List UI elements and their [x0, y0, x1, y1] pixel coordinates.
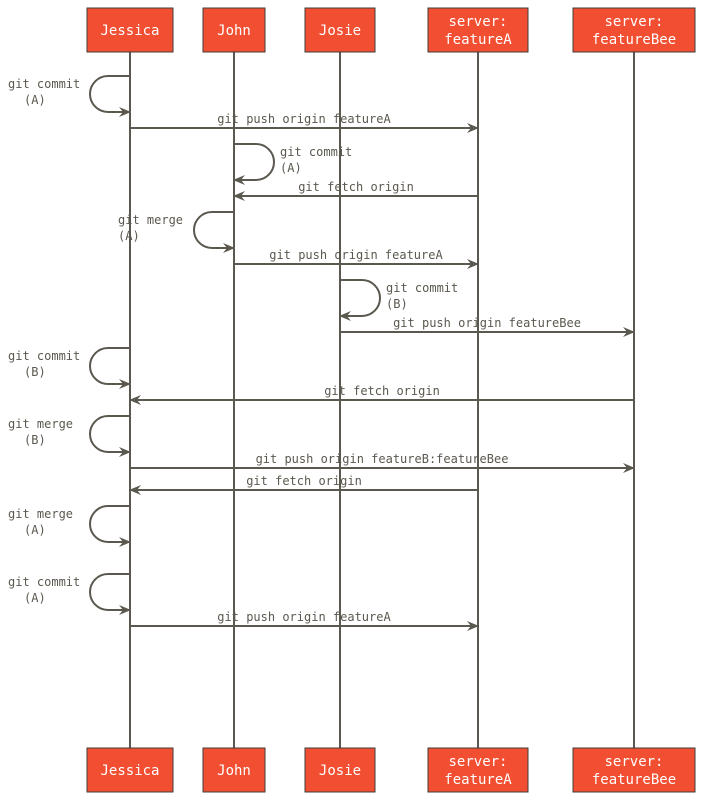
self-message-label-line1: git merge	[8, 507, 73, 521]
message-label: git fetch origin	[298, 180, 414, 194]
message-label: git push origin featureA	[217, 112, 391, 126]
actor-label-featureBee-line2: featureBee	[592, 32, 676, 48]
self-message-loop	[234, 144, 274, 180]
self-message-loop	[90, 506, 130, 542]
self-message-loop	[90, 348, 130, 384]
actor-label-featureBee-line1: server:	[604, 14, 663, 30]
message-label: git push origin featureA	[269, 248, 443, 262]
actor-label-featureA-line2: featureA	[444, 772, 512, 788]
self-message-label-line2: (B)	[24, 433, 46, 447]
self-message-label-line1: git commit	[386, 281, 458, 295]
self-message-loop	[90, 76, 130, 112]
self-message-label-line2: (A)	[280, 161, 302, 175]
self-message-label-line1: git commit	[280, 145, 352, 159]
actor-label-featureA-line1: server:	[448, 14, 507, 30]
actor-label-featureBee-line1: server:	[604, 754, 663, 770]
actor-label-jessica: Jessica	[100, 763, 159, 779]
self-message-label-line2: (B)	[24, 365, 46, 379]
message-label: git push origin featureB:featureBee	[256, 452, 509, 466]
self-message-label-line1: git commit	[8, 575, 80, 589]
sequence-diagram: Jessica John Josie server: featureA server: fe…	[0, 0, 718, 800]
actor-label-featureA-line1: server:	[448, 754, 507, 770]
message-label: git fetch origin	[246, 474, 362, 488]
self-message-label-line2: (A)	[24, 523, 46, 537]
message-label: git fetch origin	[324, 384, 440, 398]
self-message-label-line2: (B)	[386, 297, 408, 311]
self-message-label-line2: (A)	[118, 229, 140, 243]
actor-label-john: John	[217, 23, 251, 39]
self-message-label-line2: (A)	[24, 93, 46, 107]
actor-label-featureA-line2: featureA	[444, 32, 512, 48]
self-message-label-line1: git merge	[8, 417, 73, 431]
actor-label-josie: Josie	[319, 763, 361, 779]
self-message-label-line1: git commit	[8, 77, 80, 91]
self-message-loop	[194, 212, 234, 248]
message-label: git push origin featureBee	[393, 316, 581, 330]
self-message-loop	[90, 416, 130, 452]
self-message-label-line1: git commit	[8, 349, 80, 363]
actor-label-featureBee-line2: featureBee	[592, 772, 676, 788]
actor-label-jessica: Jessica	[100, 23, 159, 39]
self-message-label-line2: (A)	[24, 591, 46, 605]
self-message-loop	[90, 574, 130, 610]
message-label: git push origin featureA	[217, 610, 391, 624]
self-message-loop	[340, 280, 380, 316]
actor-label-john: John	[217, 763, 251, 779]
actor-label-josie: Josie	[319, 23, 361, 39]
self-message-label-line1: git merge	[118, 213, 183, 227]
